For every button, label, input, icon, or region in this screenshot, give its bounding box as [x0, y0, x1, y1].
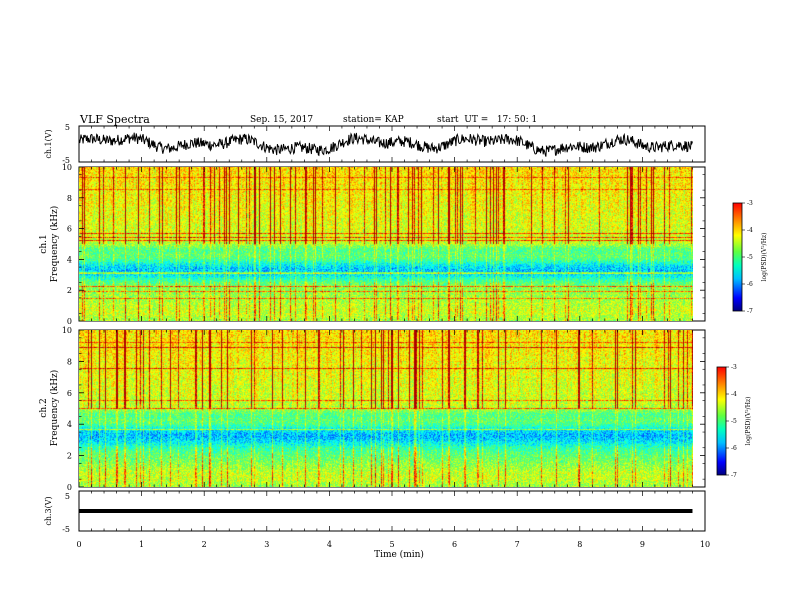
ch2-colorbar: -3 -4 -5 -6 -7 log(PSD)(V²/Hz) [716, 364, 752, 479]
colorbar-tick-label: -6 [731, 445, 737, 452]
ch1-spectrogram-ylabel-frequency: Frequency (kHz) [49, 206, 60, 283]
freq-tick-label: 6 [67, 389, 72, 398]
time-tick-label: 10 [700, 540, 710, 549]
freq-tick-label: 10 [62, 326, 72, 335]
time-tick-label: 9 [640, 540, 645, 549]
time-axis-ticks [78, 126, 706, 531]
colorbar-tick-label: -6 [747, 281, 753, 288]
freq-tick-label: 8 [67, 194, 72, 203]
freq-tick-label: 10 [62, 163, 72, 172]
time-tick-label: 4 [327, 540, 332, 549]
start-time-label: start UT = 17: 50: 1 [437, 115, 538, 125]
colorbar-tick-label: -4 [747, 227, 753, 234]
ch2-colorbar-gradient [716, 366, 727, 476]
colorbar-tick-label: -3 [747, 200, 753, 207]
time-tick-label: 2 [202, 540, 207, 549]
colorbar-tick-label: -7 [747, 308, 753, 315]
ch2-spectrogram-image [79, 330, 693, 487]
time-axis-tick-labels: 0 1 2 3 4 5 6 7 8 9 10 [76, 540, 710, 549]
ch3-waveform-ylabel: ch.3(V) [44, 496, 53, 525]
freq-tick-label: 8 [67, 357, 72, 366]
colorbar-tick-label: -5 [731, 418, 737, 425]
ch2-colorbar-label: log(PSD)(V²/Hz) [745, 397, 752, 446]
time-tick-label: 3 [264, 540, 269, 549]
time-tick-label: 8 [577, 540, 582, 549]
time-tick-label: 5 [389, 540, 394, 549]
ch1-colorbar: -3 -4 -5 -6 -7 log(PSD)(V²/Hz) [732, 200, 768, 315]
ch1-ytick-top: 5 [65, 123, 70, 132]
freq-tick-label: 4 [67, 420, 72, 429]
ch1-waveform-panel: 5 -5 ch.1(V) [44, 123, 706, 165]
freq-tick-label: 2 [67, 452, 72, 461]
ch1-colorbar-label: log(PSD)(V²/Hz) [761, 233, 768, 282]
ch1-spectrogram-yticks: 0 2 4 6 8 10 [62, 163, 705, 326]
time-tick-label: 0 [76, 540, 81, 549]
date-label: Sep. 15, 2017 [250, 115, 314, 125]
colorbar-tick-label: -7 [731, 472, 737, 479]
time-tick-label: 7 [515, 540, 520, 549]
ch2-spectrogram-panel: 0 2 4 6 8 10 ch.2 Frequency (kHz) -3 -4 -5 -6 -7 … [39, 326, 752, 492]
time-tick-label: 1 [139, 540, 144, 549]
time-tick-label: 6 [452, 540, 457, 549]
colorbar-tick-label: -4 [731, 391, 737, 398]
ch3-ytick-bottom: -5 [62, 525, 70, 534]
ch1-colorbar-gradient [732, 202, 743, 312]
ch1-spectrogram-panel: 0 2 4 6 8 10 ch.1 Frequency (kHz) -3 -4 -5 -6 -7 … [39, 163, 768, 326]
ch1-spectrogram-ylabel-channel: ch.1 [39, 234, 49, 253]
ch1-colorbar-ticks: -3 -4 -5 -6 -7 [742, 200, 753, 315]
ch1-ytick-bottom: -5 [62, 156, 70, 165]
freq-tick-label: 0 [67, 483, 72, 492]
ch1-waveform-ylabel: ch.1(V) [44, 129, 53, 158]
ch3-ytick-top: 5 [65, 492, 70, 501]
time-axis-label: Time (min) [374, 549, 424, 560]
freq-tick-label: 2 [67, 286, 72, 295]
freq-tick-label: 6 [67, 225, 72, 234]
ch2-colorbar-ticks: -3 -4 -5 -6 -7 [726, 364, 737, 479]
colorbar-tick-label: -5 [747, 254, 753, 261]
ch2-spectrogram-ylabel-frequency: Frequency (kHz) [49, 370, 60, 447]
ch2-spectrogram-yticks: 0 2 4 6 8 10 [62, 326, 705, 492]
ch1-spectrogram-image [79, 167, 693, 321]
station-label: station= KAP [343, 115, 404, 125]
freq-tick-label: 4 [67, 255, 72, 264]
figure-title: VLF Spectra [80, 113, 150, 126]
colorbar-tick-label: -3 [731, 364, 737, 371]
ch1-waveform-trace [78, 132, 693, 157]
freq-tick-label: 0 [67, 317, 72, 326]
ch3-waveform-panel: 5 -5 ch.3(V) [44, 490, 706, 534]
ch2-spectrogram-ylabel-channel: ch.2 [39, 398, 49, 417]
